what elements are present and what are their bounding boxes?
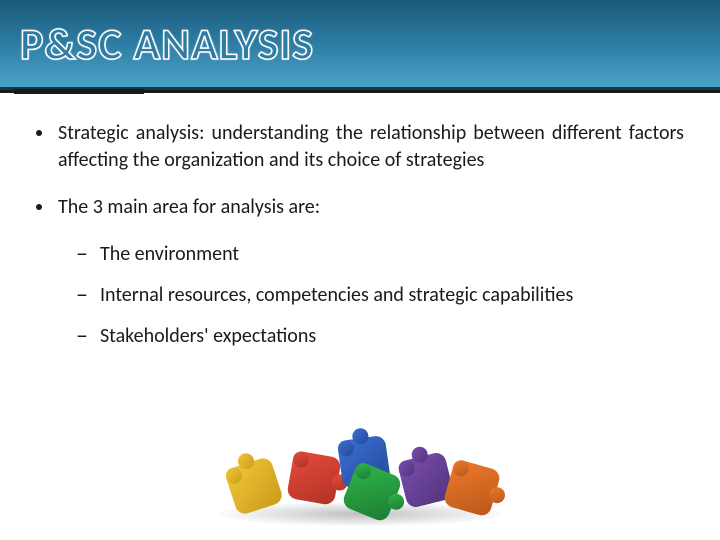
sub-bullet-2-text: Internal resources, competencies and str… <box>100 282 573 309</box>
dash-icon: – <box>76 282 88 309</box>
bullet-2-text: The 3 main area for analysis are: <box>58 194 684 221</box>
slide-body: Strategic analysis: understanding the re… <box>0 90 720 350</box>
puzzle-piece-icon <box>286 450 342 506</box>
dash-icon: – <box>76 323 88 350</box>
bullet-1-text: Strategic analysis: understanding the re… <box>58 120 684 174</box>
bullet-1: Strategic analysis: understanding the re… <box>36 120 684 174</box>
bullet-2: The 3 main area for analysis are: <box>36 194 684 221</box>
puzzle-illustration <box>190 422 530 532</box>
dash-icon: – <box>76 241 88 268</box>
sub-bullet-2: – Internal resources, competencies and s… <box>76 282 684 309</box>
sub-bullet-1-text: The environment <box>100 241 239 268</box>
slide-title: P&SC ANALYSIS <box>20 17 314 71</box>
sub-bullet-3: – Stakeholders' expectations <box>76 323 684 350</box>
title-bar: P&SC ANALYSIS <box>0 0 720 90</box>
bullet-dot-icon <box>36 130 42 136</box>
title-underline <box>14 89 144 94</box>
sub-bullet-1: – The environment <box>76 241 684 268</box>
sub-bullet-3-text: Stakeholders' expectations <box>100 323 316 350</box>
bullet-dot-icon <box>36 204 42 210</box>
sub-bullet-list: – The environment – Internal resources, … <box>76 241 684 350</box>
